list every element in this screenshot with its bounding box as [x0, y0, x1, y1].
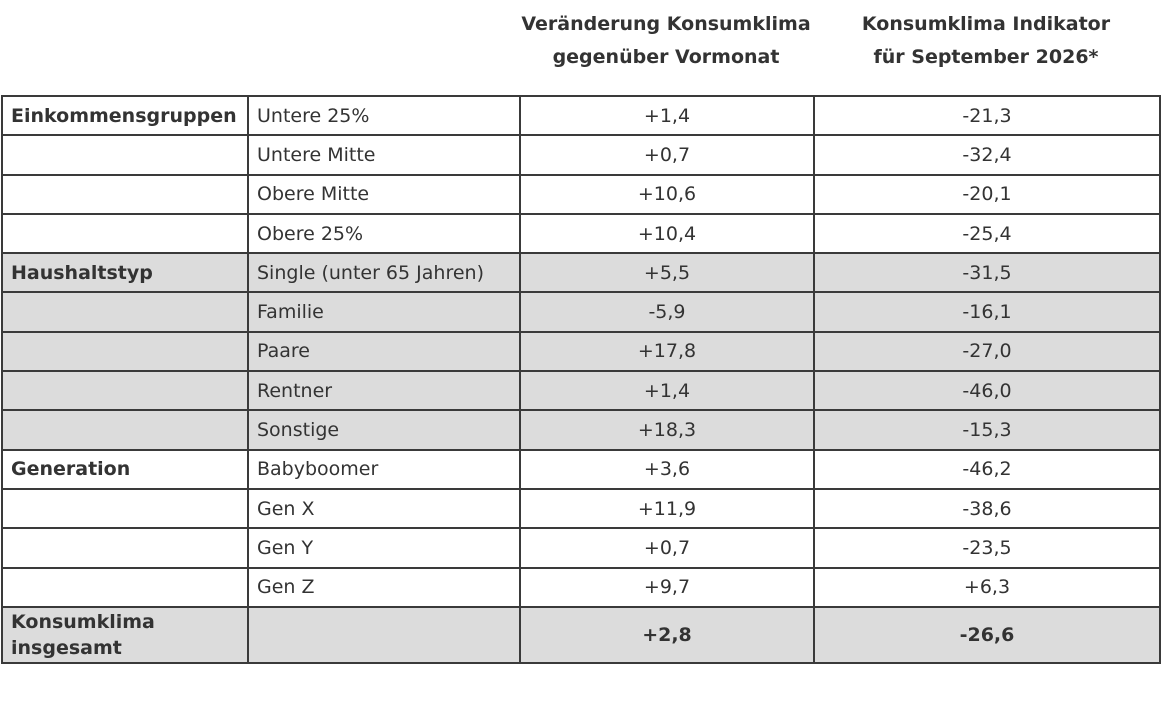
indicator-value: -15,3 — [813, 409, 1161, 451]
change-value: +11,9 — [519, 487, 815, 530]
total-row: Konsumklima insgesamt +2,8 -26,6 — [1, 605, 1161, 664]
indicator-value: -20,1 — [813, 173, 1161, 215]
row-label: Single (unter 65 Jahren) — [247, 252, 521, 294]
column-header-indicator-line1: Konsumklima Indikator — [861, 13, 1111, 35]
change-value: +1,4 — [519, 94, 815, 137]
change-value: -5,9 — [519, 291, 815, 333]
group-label — [1, 409, 249, 451]
row-label: Gen Z — [247, 566, 521, 608]
table-header: Veränderung Konsumklima gegenüber Vormon… — [0, 0, 1161, 96]
table-row: Gen Z +9,7 +6,3 — [1, 566, 1161, 608]
row-label: Obere 25% — [247, 212, 521, 255]
table-row: Generation Babyboomer +3,6 -46,2 — [1, 448, 1161, 490]
column-header-indicator: Konsumklima Indikator für September 2026… — [813, 8, 1159, 74]
total-empty-cell — [247, 605, 521, 664]
group-label — [1, 134, 249, 176]
row-label: Sonstige — [247, 409, 521, 451]
table-row: Gen X +11,9 -38,6 — [1, 487, 1161, 530]
column-header-change: Veränderung Konsumklima gegenüber Vormon… — [519, 8, 813, 74]
column-header-change-line1: Veränderung Konsumklima — [521, 13, 811, 35]
indicator-value: -21,3 — [813, 94, 1161, 137]
row-label: Familie — [247, 291, 521, 333]
row-label: Gen X — [247, 487, 521, 530]
indicator-value: -32,4 — [813, 134, 1161, 176]
group-label: Generation — [1, 448, 249, 490]
total-label: Konsumklima insgesamt — [1, 605, 249, 664]
row-label: Obere Mitte — [247, 173, 521, 215]
group-label — [1, 566, 249, 608]
group-label — [1, 527, 249, 569]
total-label-line1: Konsumklima — [11, 610, 155, 633]
change-value: +3,6 — [519, 448, 815, 490]
group-label — [1, 212, 249, 255]
indicator-value: +6,3 — [813, 566, 1161, 608]
table-row: Sonstige +18,3 -15,3 — [1, 409, 1161, 451]
column-header-change-line2: gegenüber Vormonat — [552, 46, 780, 68]
table-row: Untere Mitte +0,7 -32,4 — [1, 134, 1161, 176]
change-value: +5,5 — [519, 252, 815, 294]
group-label: Einkommensgruppen — [1, 94, 249, 137]
row-label: Untere Mitte — [247, 134, 521, 176]
column-header-indicator-line2: für September 2026* — [873, 46, 1099, 68]
table-row: Rentner +1,4 -46,0 — [1, 370, 1161, 412]
row-label: Paare — [247, 330, 521, 373]
indicator-value: -46,2 — [813, 448, 1161, 490]
row-label: Babyboomer — [247, 448, 521, 490]
row-label: Gen Y — [247, 527, 521, 569]
total-indicator-value: -26,6 — [813, 605, 1161, 664]
table-row: Einkommensgruppen Untere 25% +1,4 -21,3 — [1, 94, 1161, 137]
indicator-value: -31,5 — [813, 252, 1161, 294]
change-value: +18,3 — [519, 409, 815, 451]
change-value: +9,7 — [519, 566, 815, 608]
indicator-value: -25,4 — [813, 212, 1161, 255]
row-label: Rentner — [247, 370, 521, 412]
group-label — [1, 291, 249, 333]
table-row: Obere 25% +10,4 -25,4 — [1, 212, 1161, 255]
total-label-line2: insgesamt — [11, 636, 122, 659]
row-label: Untere 25% — [247, 94, 521, 137]
table-row: Haushaltstyp Single (unter 65 Jahren) +5… — [1, 252, 1161, 294]
group-label — [1, 330, 249, 373]
change-value: +0,7 — [519, 527, 815, 569]
change-value: +17,8 — [519, 330, 815, 373]
change-value: +1,4 — [519, 370, 815, 412]
change-value: +0,7 — [519, 134, 815, 176]
group-label — [1, 370, 249, 412]
indicator-value: -46,0 — [813, 370, 1161, 412]
consumer-climate-table: Einkommensgruppen Untere 25% +1,4 -21,3 … — [1, 94, 1161, 664]
table-row: Obere Mitte +10,6 -20,1 — [1, 173, 1161, 215]
change-value: +10,4 — [519, 212, 815, 255]
group-label — [1, 487, 249, 530]
table-row: Paare +17,8 -27,0 — [1, 330, 1161, 373]
total-change-value: +2,8 — [519, 605, 815, 664]
indicator-value: -38,6 — [813, 487, 1161, 530]
group-label: Haushaltstyp — [1, 252, 249, 294]
indicator-value: -27,0 — [813, 330, 1161, 373]
table-row: Familie -5,9 -16,1 — [1, 291, 1161, 333]
indicator-value: -16,1 — [813, 291, 1161, 333]
change-value: +10,6 — [519, 173, 815, 215]
group-label — [1, 173, 249, 215]
table-row: Gen Y +0,7 -23,5 — [1, 527, 1161, 569]
indicator-value: -23,5 — [813, 527, 1161, 569]
